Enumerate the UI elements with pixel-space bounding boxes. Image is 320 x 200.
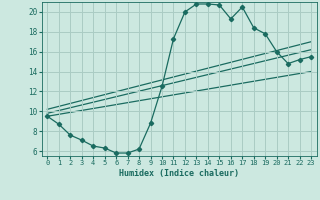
X-axis label: Humidex (Indice chaleur): Humidex (Indice chaleur): [119, 169, 239, 178]
